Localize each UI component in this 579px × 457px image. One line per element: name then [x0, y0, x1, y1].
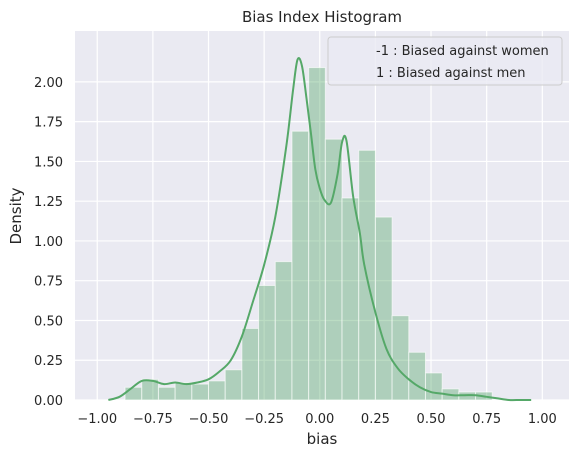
histogram-bar	[274, 261, 293, 401]
y-tick-label: 0.00	[34, 394, 63, 409]
x-tick-label: 0.75	[472, 412, 501, 427]
histogram-bar	[191, 383, 210, 401]
legend: -1 : Biased against women 1 : Biased aga…	[327, 36, 563, 86]
x-tick-label: 0.00	[305, 412, 334, 427]
y-tick-label: 1.75	[34, 116, 63, 131]
x-tick-label: 0.50	[417, 412, 446, 427]
y-tick-label: 1.00	[34, 235, 63, 250]
legend-box	[327, 36, 563, 86]
chart-title: Bias Index Histogram	[242, 8, 402, 26]
histogram-bar	[374, 216, 393, 401]
histogram-bar	[424, 372, 443, 401]
y-axis-label: Density	[7, 187, 25, 244]
histogram-bar	[324, 138, 343, 401]
x-tick-label: −0.75	[133, 412, 173, 427]
x-axis-label: bias	[307, 430, 338, 448]
x-tick-label: −0.25	[244, 412, 284, 427]
histogram-bar	[391, 315, 410, 401]
x-tick-labels: −1.00 −0.75 −0.50 −0.25 0.00 0.25 0.50 0.75 1.00	[77, 412, 556, 427]
histogram-bar	[308, 67, 326, 401]
y-tick-label: 1.50	[34, 155, 63, 170]
y-tick-label: 1.25	[34, 195, 63, 210]
histogram-bar	[124, 386, 143, 401]
y-tick-label: 2.00	[34, 76, 63, 91]
histogram-bar	[258, 284, 276, 401]
y-tick-label: 0.25	[34, 354, 63, 369]
histogram-bar	[224, 369, 243, 401]
kde-curve	[108, 57, 532, 402]
y-tick-label: 0.50	[34, 314, 63, 329]
legend-entry-women: -1 : Biased against women	[376, 44, 549, 59]
y-tick-labels: 0.00 0.25 0.50 0.75 1.00 1.25 1.50 1.75 2.00	[34, 76, 63, 409]
x-tick-label: 0.25	[361, 412, 390, 427]
histogram-bar	[241, 327, 260, 401]
x-tick-label: 1.00	[528, 412, 557, 427]
histogram-bar	[157, 386, 176, 401]
histogram-bar	[291, 130, 310, 401]
x-tick-label: −0.50	[189, 412, 229, 427]
histogram-bar	[408, 351, 426, 401]
y-tick-label: 0.75	[34, 275, 63, 290]
kde-curve-group	[108, 57, 532, 402]
histogram-bar	[208, 380, 226, 401]
x-tick-label: −1.00	[77, 412, 117, 427]
histogram-bar	[341, 197, 360, 401]
histogram-bar	[174, 382, 193, 401]
legend-entry-men: 1 : Biased against men	[376, 66, 526, 81]
